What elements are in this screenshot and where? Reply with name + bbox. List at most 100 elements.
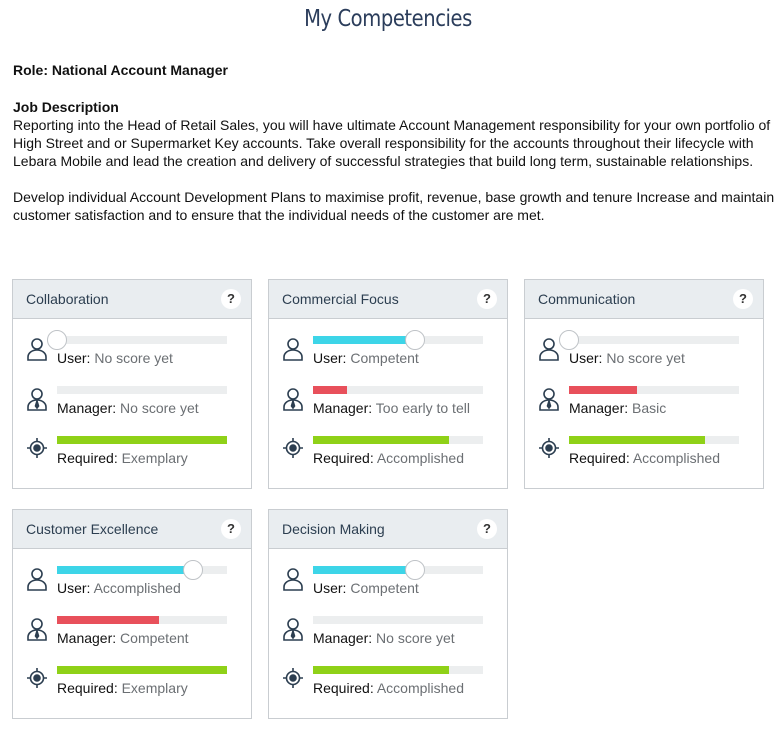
card-header: Communication? (525, 280, 763, 319)
card-header: Collaboration? (13, 280, 251, 319)
competency-card: Collaboration? User: No score yet Manager:… (12, 279, 252, 489)
row-icon (282, 567, 304, 594)
card-title: Decision Making (282, 521, 385, 537)
score-bar (313, 566, 415, 574)
row-label: Manager: (57, 630, 117, 646)
row-text: Required: Exemplary (57, 450, 188, 466)
score-track (57, 436, 227, 444)
row-status: Accomplished (376, 680, 464, 696)
score-track (57, 560, 227, 580)
row-label: User: (57, 350, 91, 366)
row-text: Required: Exemplary (57, 680, 188, 696)
help-button[interactable]: ? (221, 289, 241, 309)
score-bar (313, 436, 449, 444)
row-text: Manager: No score yet (313, 630, 455, 646)
score-track (559, 330, 739, 350)
row-text: User: No score yet (569, 350, 685, 366)
row-status: Competent (120, 630, 189, 646)
row-label: Manager: (313, 400, 373, 416)
score-knob[interactable] (183, 560, 203, 580)
row-text: Manager: No score yet (57, 400, 199, 416)
row-label: Manager: (569, 400, 629, 416)
score-track (57, 386, 227, 394)
row-label: Required: (57, 680, 118, 696)
score-track (313, 616, 483, 624)
help-button[interactable]: ? (221, 519, 241, 539)
row-status: Competent (350, 580, 419, 596)
row-status: Basic (632, 400, 667, 416)
card-title: Customer Excellence (26, 521, 159, 537)
card-header: Customer Excellence? (13, 510, 251, 549)
score-knob[interactable] (559, 330, 579, 350)
row-icon (538, 437, 560, 462)
job-description: Job Description Reporting into the Head … (13, 98, 775, 242)
score-bar (57, 566, 193, 574)
row-status: No score yet (120, 400, 199, 416)
row-text: Required: Accomplished (313, 680, 464, 696)
row-label: Required: (57, 450, 118, 466)
card-header: Decision Making? (269, 510, 507, 549)
row-text: User: Accomplished (57, 580, 181, 596)
row-icon (282, 387, 304, 414)
score-track (313, 330, 483, 350)
score-track (569, 386, 739, 394)
competency-card: Communication? User: No score yet Manager:… (524, 279, 764, 489)
row-status: No score yet (94, 350, 173, 366)
row-icon (282, 667, 304, 692)
row-label: Manager: (57, 400, 117, 416)
score-bar (313, 386, 347, 394)
row-icon (282, 437, 304, 462)
row-status: Competent (350, 350, 419, 366)
card-header: Commercial Focus? (269, 280, 507, 319)
row-text: User: No score yet (57, 350, 173, 366)
score-knob[interactable] (405, 330, 425, 350)
row-text: Required: Accomplished (569, 450, 720, 466)
row-status: No score yet (376, 630, 455, 646)
row-icon (538, 337, 560, 364)
score-track (313, 386, 483, 394)
row-status: Accomplished (376, 450, 464, 466)
score-bar (57, 436, 227, 444)
job-description-heading: Job Description (13, 99, 119, 115)
score-bar (569, 436, 705, 444)
row-icon (538, 387, 560, 414)
row-icon (26, 437, 48, 462)
row-label: Required: (569, 450, 630, 466)
card-title: Commercial Focus (282, 291, 399, 307)
row-icon (26, 337, 48, 364)
row-label: Manager: (313, 630, 373, 646)
score-bar (57, 616, 159, 624)
score-track (569, 436, 739, 444)
score-bar (57, 666, 227, 674)
row-text: User: Competent (313, 580, 419, 596)
help-button[interactable]: ? (733, 289, 753, 309)
row-label: User: (313, 350, 347, 366)
score-knob[interactable] (405, 560, 425, 580)
role: Role: National Account Manager (13, 62, 228, 78)
row-text: Required: Accomplished (313, 450, 464, 466)
competency-card: Commercial Focus? User: Competent Manager:… (268, 279, 508, 489)
row-status: Accomplished (632, 450, 720, 466)
card-title: Communication (538, 291, 636, 307)
row-status: No score yet (606, 350, 685, 366)
row-text: Manager: Competent (57, 630, 189, 646)
score-track (57, 666, 227, 674)
score-knob[interactable] (47, 330, 67, 350)
score-track (313, 666, 483, 674)
row-icon (26, 387, 48, 414)
paragraph: Develop individual Account Development P… (13, 189, 775, 223)
help-button[interactable]: ? (477, 289, 497, 309)
score-bar (313, 336, 415, 344)
row-icon (26, 667, 48, 692)
paragraph: Reporting into the Head of Retail Sales,… (13, 117, 771, 169)
row-status: Exemplary (121, 450, 188, 466)
score-track (313, 560, 483, 580)
score-track (313, 436, 483, 444)
row-icon (282, 617, 304, 644)
competency-card: Decision Making? User: Competent Manager: … (268, 509, 508, 719)
help-button[interactable]: ? (477, 519, 497, 539)
row-icon (282, 337, 304, 364)
score-track (57, 616, 227, 624)
page-title: My Competencies (304, 6, 472, 32)
